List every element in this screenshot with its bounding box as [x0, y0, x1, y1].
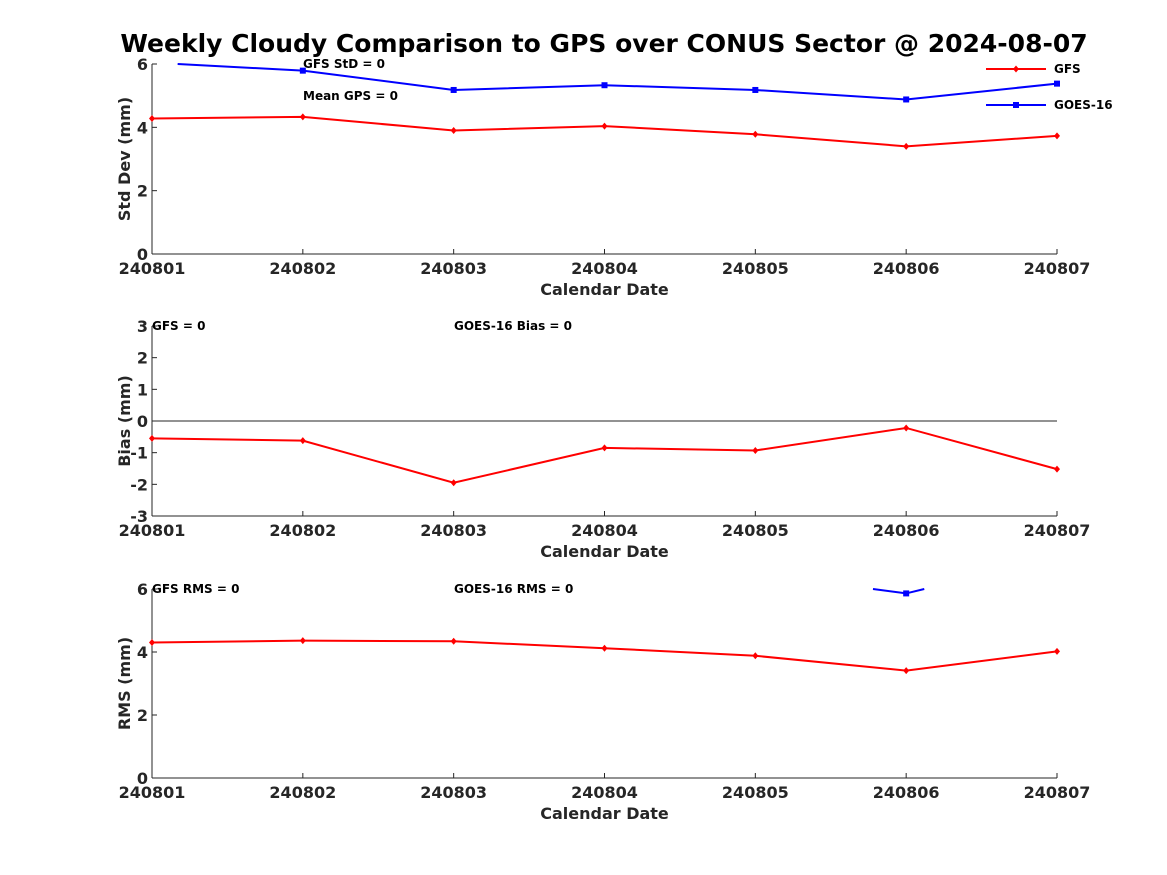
- legend-marker: [1013, 102, 1019, 108]
- data-point: [1054, 465, 1060, 473]
- series-line: [151, 115, 1058, 148]
- y-axis-label: Bias (mm): [115, 375, 134, 467]
- y-tick-label: 0: [137, 769, 148, 788]
- data-point: [1054, 80, 1060, 87]
- data-point: [450, 86, 457, 93]
- x-tick-label: 240805: [722, 521, 789, 540]
- y-tick-label: 4: [137, 643, 148, 662]
- series-gfs: [149, 424, 1060, 487]
- x-tick-label: 240804: [571, 259, 638, 278]
- annotation: Mean GPS = 0: [303, 89, 398, 103]
- data-point: [450, 637, 457, 645]
- data-point: [299, 637, 306, 645]
- annotation: GOES-16 RMS = 0: [454, 582, 573, 596]
- data-point: [149, 434, 155, 442]
- x-tick-label: 240802: [269, 783, 336, 802]
- data-point: [903, 142, 910, 150]
- x-tick-label: 240804: [571, 783, 638, 802]
- data-point: [299, 113, 306, 121]
- y-tick-label: 2: [137, 706, 148, 725]
- y-tick-label: 2: [137, 182, 148, 201]
- data-point: [903, 667, 910, 675]
- y-tick-label: -1: [130, 444, 148, 463]
- series-gfs: [149, 113, 1060, 150]
- data-point: [752, 86, 759, 93]
- data-point: [903, 96, 910, 103]
- panel-2: -3 -2 -1 0 1 2 3 240801 240802 240803 240804 240805…: [115, 317, 1090, 561]
- y-tick-label: 4: [137, 118, 148, 137]
- data-point: [601, 82, 608, 89]
- x-tick-label: 240806: [873, 783, 940, 802]
- x-tick-label: 240807: [1024, 259, 1091, 278]
- legend-item-gfs: GFS: [986, 62, 1081, 76]
- y-tick-label: 3: [137, 317, 148, 336]
- x-tick-label: 240802: [269, 259, 336, 278]
- data-point: [1054, 132, 1060, 140]
- series-line: [872, 588, 925, 595]
- x-tick-label: 240803: [420, 783, 487, 802]
- x-axis-label: Calendar Date: [540, 280, 669, 299]
- annotation: GOES-16 Bias = 0: [454, 319, 572, 333]
- data-point: [752, 446, 759, 454]
- legend: GFS GOES-16: [986, 62, 1113, 112]
- annotation: GFS RMS = 0: [152, 582, 239, 596]
- x-axis-label: Calendar Date: [540, 542, 669, 561]
- data-point: [903, 424, 910, 432]
- annotation: GFS StD = 0: [303, 57, 385, 71]
- data-point: [149, 114, 155, 122]
- data-point: [149, 639, 155, 647]
- x-tick-label: 240802: [269, 521, 336, 540]
- y-tick-label: 0: [137, 412, 148, 431]
- legend-label: GOES-16: [1054, 98, 1113, 112]
- data-point: [903, 590, 910, 597]
- data-point: [752, 130, 759, 138]
- data-point: [601, 444, 608, 452]
- x-tick-label: 240806: [873, 259, 940, 278]
- data-point: [299, 67, 306, 74]
- series-line: [151, 426, 1058, 484]
- x-tick-label: 240807: [1024, 783, 1091, 802]
- x-tick-label: 240803: [420, 521, 487, 540]
- x-tick-label: 240801: [119, 521, 186, 540]
- series-gfs: [149, 637, 1060, 675]
- x-tick-label: 240807: [1024, 521, 1091, 540]
- panel-1: 0 2 4 6 240801 240802 240803 240804 240805 240806…: [115, 55, 1090, 299]
- legend-marker: [1013, 65, 1019, 73]
- x-tick-label: 240803: [420, 259, 487, 278]
- data-point: [601, 644, 608, 652]
- legend-label: GFS: [1054, 62, 1081, 76]
- x-tick-label: 240805: [722, 783, 789, 802]
- panel-3: 0 2 4 6 240801 240802 240803 240804 240805 240806…: [115, 580, 1090, 823]
- x-tick-label: 240801: [119, 259, 186, 278]
- annotation: GFS = 0: [152, 319, 205, 333]
- data-point: [450, 479, 457, 487]
- y-tick-label: 2: [137, 349, 148, 368]
- x-tick-label: 240804: [571, 521, 638, 540]
- figure-title: Weekly Cloudy Comparison to GPS over CON…: [120, 29, 1087, 58]
- data-point: [601, 122, 608, 130]
- series-goes-16: [872, 588, 925, 597]
- legend-item-goes-16: GOES-16: [986, 98, 1113, 112]
- y-tick-label: 6: [137, 580, 148, 599]
- x-tick-label: 240805: [722, 259, 789, 278]
- series-goes-16: [177, 63, 1060, 103]
- y-tick-label: 0: [137, 245, 148, 264]
- x-tick-label: 240806: [873, 521, 940, 540]
- data-point: [1054, 647, 1060, 655]
- data-point: [299, 437, 306, 445]
- y-axis-label: Std Dev (mm): [115, 97, 134, 221]
- data-point: [450, 127, 457, 134]
- data-point: [752, 652, 759, 660]
- y-tick-label: -3: [130, 507, 148, 526]
- y-axis-label: RMS (mm): [115, 637, 134, 730]
- x-tick-label: 240801: [119, 783, 186, 802]
- panels: 0 2 4 6 240801 240802 240803 240804 240805 240806…: [115, 55, 1090, 823]
- y-tick-label: -2: [130, 475, 148, 494]
- x-axis-label: Calendar Date: [540, 804, 669, 823]
- y-tick-label: 1: [137, 380, 148, 399]
- y-tick-label: 6: [137, 55, 148, 74]
